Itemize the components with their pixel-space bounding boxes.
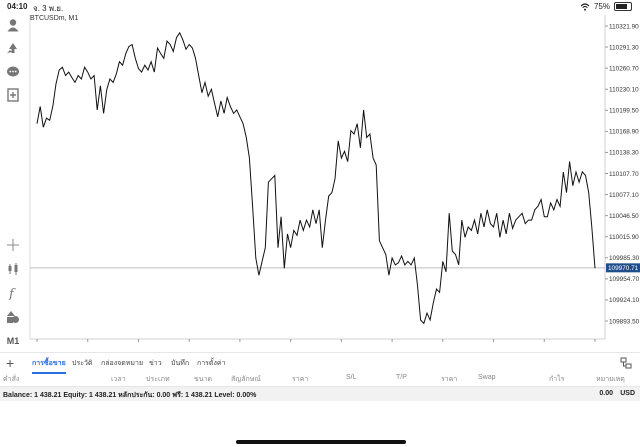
tab-settings[interactable]: การตั้งค่า (197, 360, 226, 367)
col-swap: Swap (478, 374, 496, 381)
y-tick-label: 110260.70 (609, 65, 639, 72)
bottom-tabs: + การซื้อขาย ประวัติ กล่องจดหมาย ข่าว บั… (0, 352, 640, 374)
chart-canvas[interactable]: 110321.90 110291.30 110260.70 110230.10 1101… (27, 14, 640, 351)
price-series-line (36, 31, 596, 325)
battery-icon (614, 2, 632, 11)
y-tick-label: 110046.50 (609, 213, 639, 220)
timeframe-label[interactable]: M1 (6, 336, 20, 346)
y-tick-label: 109924.10 (609, 297, 640, 304)
add-chart-icon[interactable] (5, 87, 21, 103)
function-icon[interactable]: f (5, 285, 21, 301)
wifi-icon (580, 2, 590, 11)
tab-trade[interactable]: การซื้อขาย (32, 360, 66, 374)
status-right: 75% (580, 2, 632, 11)
col-price-current: ราคา (441, 376, 458, 383)
home-indicator (236, 440, 406, 444)
y-tick-label: 110107.70 (609, 171, 639, 178)
col-sl: S/L (346, 374, 357, 381)
col-order: คำสั่ง (3, 376, 20, 383)
col-profit: กำไร (549, 376, 565, 383)
current-price-tag (606, 263, 640, 273)
y-tick-label: 110321.90 (609, 23, 639, 30)
current-price-label: 109970.71 (608, 265, 639, 272)
symbol-label: BTCUSDm, M1 (30, 15, 79, 22)
total-profit: 0.00 (599, 390, 613, 397)
battery-percent: 75% (593, 2, 610, 11)
orders-table-header: คำสั่ง เวลา ประเภท ขนาด สัญลักษณ์ ราคา S… (0, 372, 640, 387)
trade-icon[interactable] (5, 40, 21, 56)
svg-text:f: f (8, 287, 16, 300)
col-type: ประเภท (146, 376, 170, 383)
account-currency: USD (620, 390, 635, 397)
y-tick-label: 110199.50 (609, 108, 639, 115)
y-tick-label: 109954.70 (609, 276, 640, 283)
tab-mailbox[interactable]: กล่องจดหมาย (101, 360, 144, 367)
left-toolbar: f M1 (0, 14, 27, 346)
col-volume: ขนาด (194, 376, 213, 383)
account-icon[interactable] (5, 17, 21, 33)
y-tick-label: 110015.90 (609, 234, 639, 241)
y-tick-label: 110168.90 (609, 129, 639, 136)
status-bar: 04:10 จ. 3 พ.ย. 75% (0, 0, 640, 14)
col-symbol: สัญลักษณ์ (231, 376, 261, 383)
crosshair-icon[interactable] (5, 237, 21, 253)
y-tick-label: 109985.30 (609, 255, 640, 262)
tab-news[interactable]: ข่าว (149, 360, 162, 367)
add-icon[interactable]: + (6, 355, 15, 371)
y-tick-label: 110138.30 (609, 150, 639, 157)
tab-journal[interactable]: บันทึก (171, 360, 190, 367)
y-tick-label: 110291.30 (609, 44, 639, 51)
col-time: เวลา (111, 376, 126, 383)
chat-icon[interactable] (5, 64, 21, 80)
status-time: 04:10 (7, 2, 28, 11)
price-chart[interactable]: 110321.90 110291.30 110260.70 110230.10 1101… (27, 14, 640, 351)
y-tick-label: 110230.10 (609, 87, 639, 94)
col-price-open: ราคา (292, 376, 309, 383)
balance-row: Balance: 1 438.21 Equity: 1 438.21 หลักป… (0, 387, 640, 401)
status-date: จ. 3 พ.ย. (33, 4, 64, 13)
col-comment: หมายเหตุ (596, 376, 625, 383)
battery-fill (616, 4, 627, 9)
y-tick-label: 109893.50 (609, 318, 640, 325)
objects-icon[interactable] (5, 309, 21, 325)
layout-icon[interactable] (620, 356, 632, 374)
candlestick-icon[interactable] (5, 261, 21, 277)
col-tp: T/P (396, 374, 407, 381)
balance-summary: Balance: 1 438.21 Equity: 1 438.21 หลักป… (3, 392, 257, 399)
y-tick-label: 110077.10 (609, 192, 639, 199)
tab-history[interactable]: ประวัติ (72, 360, 93, 367)
